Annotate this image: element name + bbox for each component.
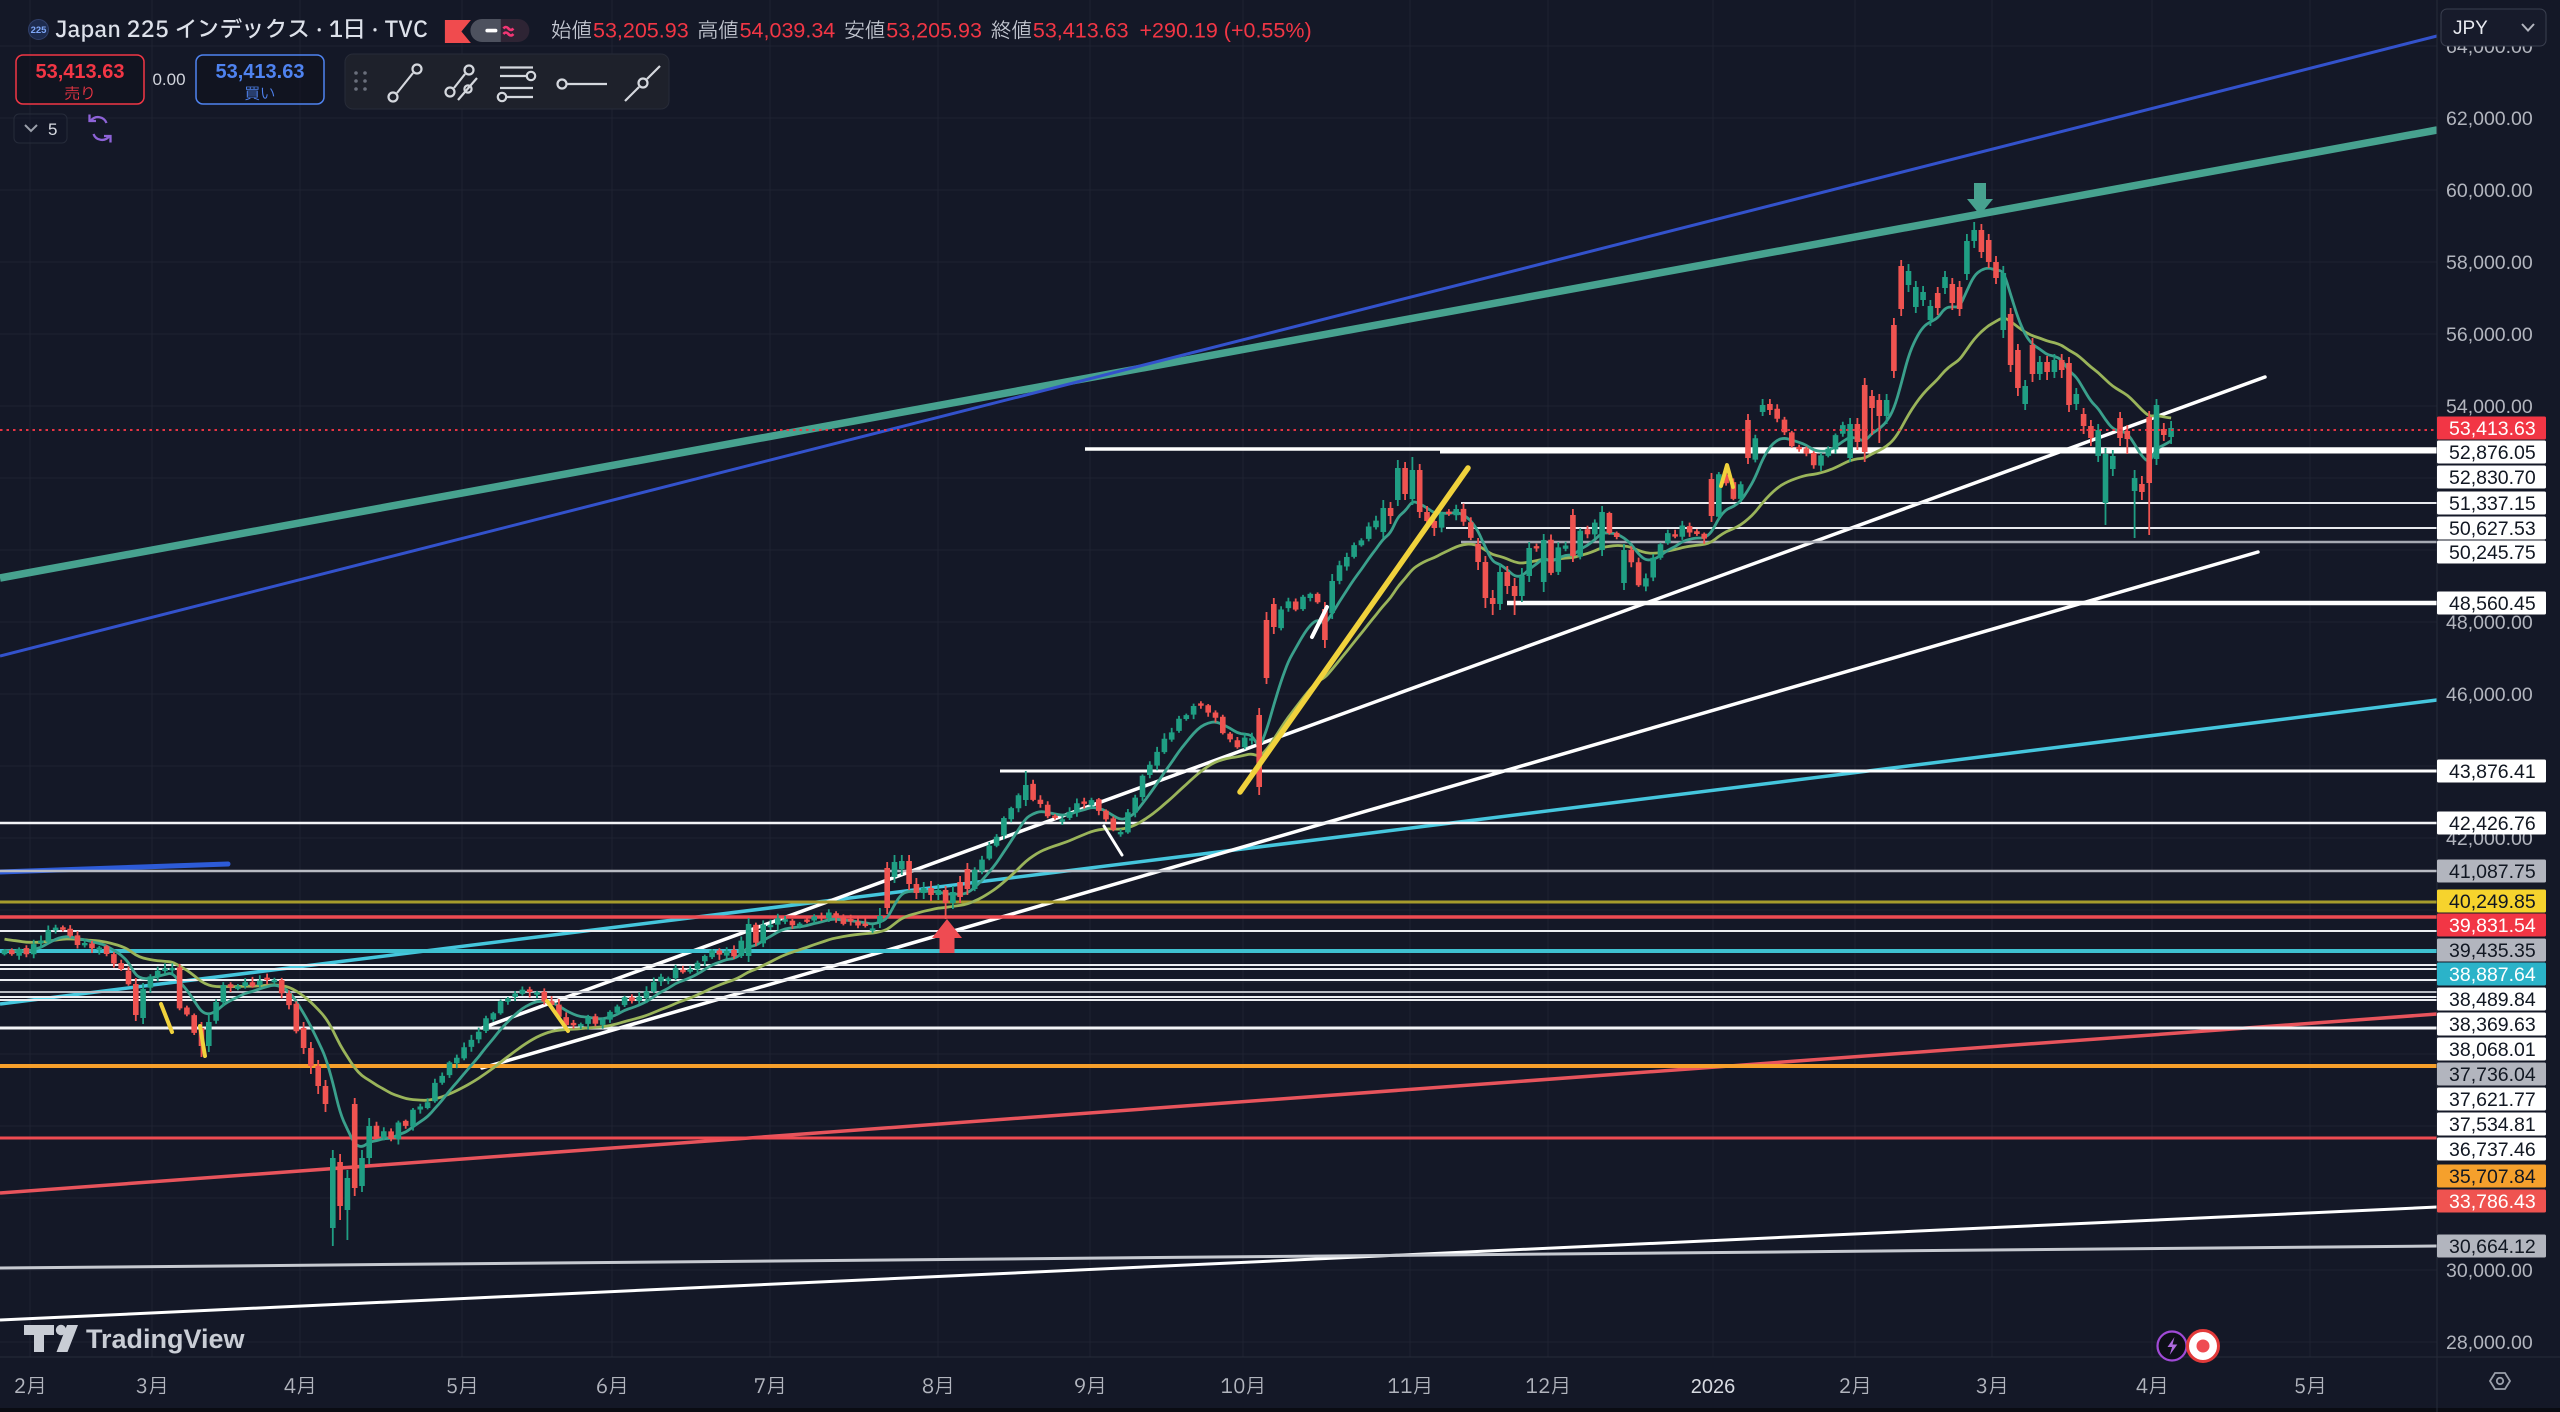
svg-text:38,068.01: 38,068.01 — [2449, 1039, 2536, 1061]
svg-text:38,489.84: 38,489.84 — [2449, 989, 2536, 1011]
svg-text:56,000.00: 56,000.00 — [2446, 324, 2533, 346]
svg-text:37,534.81: 37,534.81 — [2449, 1114, 2536, 1136]
svg-text:35,707.84: 35,707.84 — [2449, 1166, 2536, 1188]
svg-text:54,000.00: 54,000.00 — [2446, 396, 2533, 418]
svg-text:60,000.00: 60,000.00 — [2446, 180, 2533, 202]
svg-text:50,627.53: 50,627.53 — [2449, 518, 2536, 540]
svg-text:54,039.34: 54,039.34 — [740, 19, 836, 43]
svg-text:37,621.77: 37,621.77 — [2449, 1089, 2536, 1111]
svg-text:36,737.46: 36,737.46 — [2449, 1139, 2536, 1161]
svg-text:52,876.05: 52,876.05 — [2449, 442, 2536, 464]
svg-text:30,000.00: 30,000.00 — [2446, 1260, 2533, 1282]
svg-text:40,249.85: 40,249.85 — [2449, 891, 2536, 913]
svg-text:5: 5 — [48, 120, 57, 139]
svg-text:53,413.63: 53,413.63 — [1033, 19, 1129, 43]
svg-text:62,000.00: 62,000.00 — [2446, 108, 2533, 130]
svg-text:43,876.41: 43,876.41 — [2449, 761, 2536, 783]
svg-text:48,000.00: 48,000.00 — [2446, 612, 2533, 634]
svg-text:30,664.12: 30,664.12 — [2449, 1236, 2536, 1258]
svg-text:38,887.64: 38,887.64 — [2449, 964, 2536, 986]
svg-text:53,413.63: 53,413.63 — [36, 61, 125, 83]
svg-text:39,831.54: 39,831.54 — [2449, 915, 2536, 937]
svg-text:50,245.75: 50,245.75 — [2449, 542, 2536, 564]
svg-text:225: 225 — [31, 25, 48, 36]
svg-text:+290.19 (+0.55%): +290.19 (+0.55%) — [1140, 19, 1312, 43]
svg-text:58,000.00: 58,000.00 — [2446, 252, 2533, 274]
svg-text:28,000.00: 28,000.00 — [2446, 1332, 2533, 1354]
svg-text:2026: 2026 — [1691, 1376, 1736, 1398]
svg-text:51,337.15: 51,337.15 — [2449, 493, 2536, 515]
svg-text:42,426.76: 42,426.76 — [2449, 813, 2536, 835]
svg-text:0.00: 0.00 — [152, 70, 185, 89]
svg-text:JPY: JPY — [2453, 18, 2488, 39]
svg-text:46,000.00: 46,000.00 — [2446, 684, 2533, 706]
svg-text:53,205.93: 53,205.93 — [886, 19, 982, 43]
svg-text:48,560.45: 48,560.45 — [2449, 593, 2536, 615]
svg-text:33,786.43: 33,786.43 — [2449, 1191, 2536, 1213]
svg-text:52,830.70: 52,830.70 — [2449, 467, 2536, 489]
svg-text:53,413.63: 53,413.63 — [2449, 418, 2536, 440]
svg-text:38,369.63: 38,369.63 — [2449, 1014, 2536, 1036]
svg-text:53,205.93: 53,205.93 — [593, 19, 689, 43]
svg-text:39,435.35: 39,435.35 — [2449, 940, 2536, 962]
svg-text:TradingView: TradingView — [86, 1324, 246, 1354]
svg-text:37,736.04: 37,736.04 — [2449, 1064, 2536, 1086]
svg-text:53,413.63: 53,413.63 — [216, 61, 305, 83]
svg-text:41,087.75: 41,087.75 — [2449, 861, 2536, 883]
